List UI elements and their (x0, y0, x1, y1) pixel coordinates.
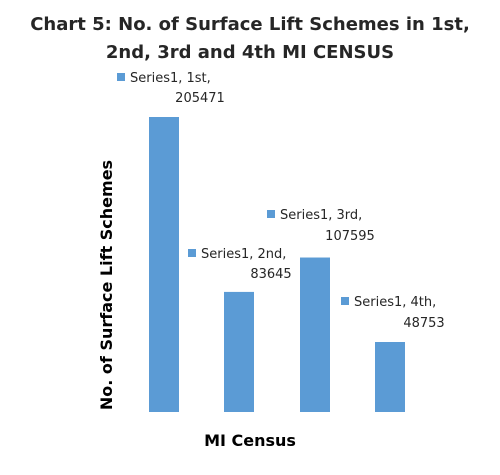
data-label-value-3rd: 107595 (325, 229, 375, 244)
bar-1st (149, 117, 179, 412)
data-label-line1-3rd: Series1, 3rd, (280, 208, 362, 223)
data-label-line1-2nd: Series1, 2nd, (201, 247, 286, 262)
data-label-key-1st (117, 73, 125, 81)
bar-series (149, 117, 405, 412)
data-label-key-2nd (188, 249, 196, 257)
bar-2nd (224, 291, 254, 412)
data-label-key-4th (341, 297, 349, 305)
data-label-line1-1st: Series1, 1st, (130, 71, 211, 86)
x-axis-title: MI Census (204, 431, 296, 450)
data-label-value-2nd: 83645 (250, 267, 291, 282)
data-label-key-3rd (267, 210, 275, 218)
data-label-value-1st: 205471 (175, 91, 225, 106)
chart-title-line-1: Chart 5: No. of Surface Lift Schemes in … (30, 14, 470, 35)
data-label-line1-4th: Series1, 4th, (354, 295, 436, 310)
bar-4th (375, 342, 405, 412)
chart-title-line-2: 2nd, 3rd and 4th MI CENSUS (106, 42, 394, 63)
bar-3rd (300, 257, 330, 412)
y-axis-title: No. of Surface Lift Schemes (97, 160, 116, 410)
data-labels: Series1, 1st, 205471 Series1, 2nd, 83645 Ser… (117, 71, 445, 331)
data-label-value-4th: 48753 (403, 316, 444, 331)
